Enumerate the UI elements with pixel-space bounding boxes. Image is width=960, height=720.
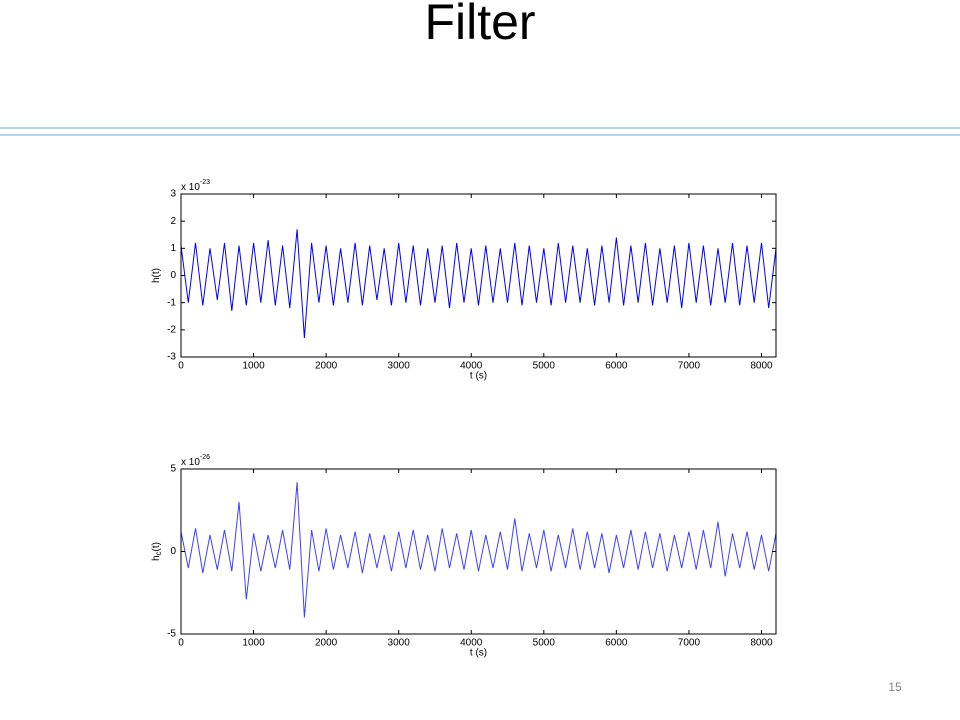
x-tick-label: 3000 bbox=[388, 361, 411, 372]
x-tick-label: 2000 bbox=[315, 638, 338, 649]
y-label-main: h bbox=[151, 277, 162, 283]
y-tick-label: 5 bbox=[170, 464, 176, 475]
plot-area bbox=[181, 194, 776, 357]
x-tick-label: 5000 bbox=[533, 638, 556, 649]
x-tick-label: 3000 bbox=[388, 638, 411, 649]
multiplier-base: x 10 bbox=[181, 182, 200, 193]
x-tick-label: 6000 bbox=[605, 638, 628, 649]
axis-multiplier: x 10-23 bbox=[181, 179, 210, 193]
y-tick-label: 1 bbox=[170, 243, 176, 254]
chart: 0 1000 2000 3000 4000 5000 6000 7000 8000 -3 -2 -1 0… bbox=[151, 179, 777, 382]
multiplier-base: x 10 bbox=[181, 457, 200, 468]
y-tick-label: -1 bbox=[167, 297, 176, 308]
x-tick-label: 8000 bbox=[750, 361, 773, 372]
x-tick-label: 7000 bbox=[678, 361, 701, 372]
y-tick-label: -5 bbox=[167, 629, 176, 640]
signal-line bbox=[180, 482, 777, 618]
x-tick-label: 8000 bbox=[750, 638, 773, 649]
y-label-main: h bbox=[151, 555, 162, 561]
y-axis-label: h(t) bbox=[151, 268, 162, 283]
x-tick-label: 1000 bbox=[242, 638, 265, 649]
y-tick-label: -2 bbox=[167, 324, 176, 335]
slide-title: Filter bbox=[424, 0, 535, 50]
multiplier-exponent: -23 bbox=[200, 179, 210, 186]
y-tick-label: 3 bbox=[170, 189, 176, 200]
x-tick-label: 6000 bbox=[605, 361, 628, 372]
y-tick-label: -3 bbox=[167, 352, 176, 363]
axis-multiplier: x 10-26 bbox=[181, 454, 210, 468]
x-tick-label: 1000 bbox=[242, 361, 265, 372]
x-tick-label: 4000 bbox=[460, 638, 483, 649]
x-tick-label: 4000 bbox=[460, 361, 483, 372]
y-label-subscript: c bbox=[154, 551, 163, 555]
signal-line bbox=[180, 229, 777, 339]
x-tick-label: 0 bbox=[178, 638, 184, 649]
y-tick-label: 2 bbox=[170, 216, 176, 227]
x-axis-label: t (s) bbox=[470, 648, 487, 659]
y-label-suffix: (t) bbox=[151, 542, 162, 551]
y-axis-label: hc(t) bbox=[151, 542, 163, 561]
y-label-suffix: (t) bbox=[151, 268, 162, 277]
y-tick-label: 0 bbox=[170, 546, 176, 557]
page-number: 15 bbox=[888, 680, 902, 694]
x-tick-label: 7000 bbox=[678, 638, 701, 649]
multiplier-exponent: -26 bbox=[200, 454, 210, 461]
plot-area bbox=[181, 469, 776, 634]
x-tick-label: 2000 bbox=[315, 361, 338, 372]
x-tick-label: 0 bbox=[178, 361, 184, 372]
x-axis-label: t (s) bbox=[470, 371, 487, 382]
y-tick-label: 0 bbox=[170, 270, 176, 281]
x-tick-label: 5000 bbox=[533, 361, 556, 372]
